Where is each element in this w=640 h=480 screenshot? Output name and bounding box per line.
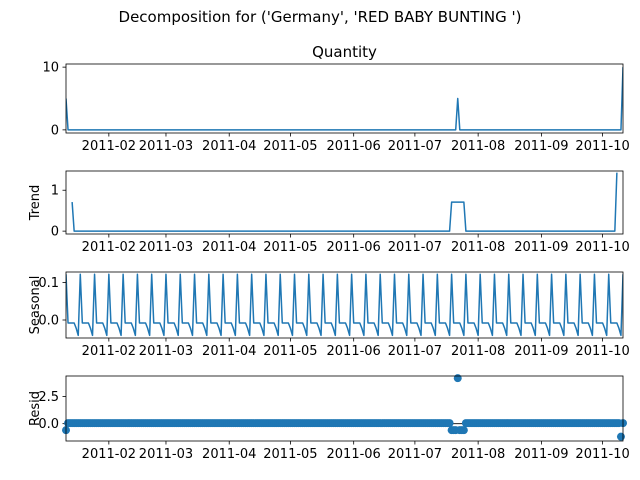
xtick-label-observed: 2011-07	[388, 139, 442, 154]
xtick-label-observed: 2011-03	[139, 139, 193, 154]
ylabel-resid: Resid	[28, 391, 43, 426]
xtick-label-seasonal: 2011-02	[82, 344, 136, 359]
xtick-label-observed: 2011-10	[575, 139, 629, 154]
resid-point	[453, 374, 462, 383]
xtick-label-trend: 2011-10	[575, 240, 629, 255]
xtick-label-resid: 2011-05	[263, 447, 317, 462]
xtick-label-resid: 2011-08	[451, 447, 505, 462]
xtick-label-observed: 2011-02	[82, 139, 136, 154]
xtick-label-resid: 2011-10	[575, 447, 629, 462]
resid-point	[459, 426, 468, 435]
xtick-label-resid: 2011-09	[514, 447, 568, 462]
xtick-label-trend: 2011-02	[82, 240, 136, 255]
xtick-label-seasonal: 2011-04	[202, 344, 256, 359]
ytick-label-trend: 0	[51, 225, 59, 240]
ytick-label-seasonal: 0.0	[38, 314, 59, 329]
xtick-label-resid: 2011-04	[202, 447, 256, 462]
ytick-label-seasonal: 0.1	[38, 276, 59, 291]
xtick-label-seasonal: 2011-03	[139, 344, 193, 359]
xtick-label-trend: 2011-06	[327, 240, 381, 255]
ytick-label-observed: 10	[42, 61, 59, 76]
ytick-label-observed: 0	[51, 123, 59, 138]
xtick-label-seasonal: 2011-10	[575, 344, 629, 359]
xtick-label-seasonal: 2011-07	[388, 344, 442, 359]
ylabel-seasonal: Seasonal	[28, 276, 43, 335]
xtick-label-resid: 2011-07	[388, 447, 442, 462]
resid-point	[445, 419, 454, 428]
xtick-label-trend: 2011-08	[451, 240, 505, 255]
panel-frame-trend	[65, 170, 624, 235]
xtick-label-trend: 2011-05	[263, 240, 317, 255]
ylabel-trend: Trend	[28, 185, 43, 222]
trend-series-line	[71, 172, 618, 232]
xtick-label-trend: 2011-07	[388, 240, 442, 255]
panel-frame-seasonal	[65, 271, 624, 339]
xtick-label-seasonal: 2011-09	[514, 344, 568, 359]
chart-suptitle: Decomposition for ('Germany', 'RED BABY …	[119, 8, 522, 26]
seasonal-series-line	[66, 273, 623, 337]
xtick-label-observed: 2011-04	[202, 139, 256, 154]
panel-frame-resid	[65, 375, 624, 442]
xtick-label-observed: 2011-05	[263, 139, 317, 154]
xtick-label-resid: 2011-06	[327, 447, 381, 462]
xtick-label-seasonal: 2011-08	[451, 344, 505, 359]
xtick-label-trend: 2011-09	[514, 240, 568, 255]
resid-point	[616, 432, 625, 441]
xtick-label-seasonal: 2011-06	[327, 344, 381, 359]
xtick-label-trend: 2011-04	[202, 240, 256, 255]
xtick-label-observed: 2011-08	[451, 139, 505, 154]
xtick-label-trend: 2011-03	[139, 240, 193, 255]
xtick-label-observed: 2011-09	[514, 139, 568, 154]
ytick-label-trend: 1	[51, 184, 59, 199]
observed-series-line	[66, 67, 623, 131]
xtick-label-resid: 2011-02	[82, 447, 136, 462]
ytick-label-resid: 0.0	[38, 417, 59, 432]
xtick-label-resid: 2011-03	[139, 447, 193, 462]
xtick-label-observed: 2011-06	[327, 139, 381, 154]
xtick-label-seasonal: 2011-05	[263, 344, 317, 359]
panel-title-observed: Quantity	[312, 43, 377, 61]
panel-frame-observed	[65, 63, 624, 134]
ytick-label-resid: 2.5	[38, 390, 59, 405]
